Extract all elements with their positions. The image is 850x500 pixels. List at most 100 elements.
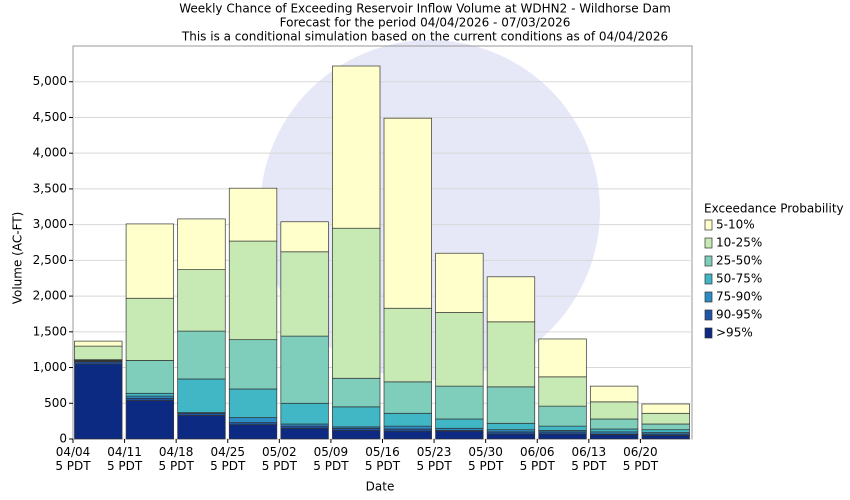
legend-title: Exceedance Probability bbox=[704, 202, 844, 216]
bar-segment bbox=[280, 335, 329, 404]
bar-segment bbox=[177, 378, 226, 413]
bar-segment bbox=[435, 252, 484, 313]
bar-segment bbox=[486, 386, 536, 424]
bar-segment bbox=[125, 297, 175, 361]
bar-segment bbox=[486, 321, 536, 388]
x-tick-label: 06/20 5 PDT bbox=[623, 445, 659, 473]
x-tick-label: 06/13 5 PDT bbox=[571, 445, 607, 473]
legend-swatch bbox=[704, 327, 713, 339]
legend-swatch bbox=[704, 219, 713, 231]
bar-segment bbox=[435, 385, 484, 420]
bar-segment bbox=[383, 381, 432, 414]
chart-note: This is a conditional simulation based o… bbox=[181, 30, 668, 44]
bar-segment bbox=[74, 340, 123, 347]
bar-segment bbox=[228, 388, 278, 418]
y-tick-label: 5,000 bbox=[33, 74, 67, 88]
y-tick-label: 500 bbox=[44, 396, 67, 410]
bar-segment bbox=[177, 330, 226, 380]
y-tick-label: 4,000 bbox=[33, 146, 67, 160]
bar-segment bbox=[74, 345, 123, 361]
bar-segment bbox=[332, 406, 381, 428]
bar-segment bbox=[177, 415, 226, 440]
bar-segment bbox=[538, 425, 587, 431]
bar-segment bbox=[383, 307, 432, 383]
bar-segment bbox=[280, 221, 329, 253]
x-tick-label: 04/18 5 PDT bbox=[159, 445, 195, 473]
bar-segment bbox=[383, 412, 432, 427]
legend-swatch bbox=[704, 255, 713, 267]
x-axis-label: Date bbox=[366, 480, 395, 494]
y-tick-label: 4,500 bbox=[33, 110, 67, 124]
legend-label: >95% bbox=[716, 326, 753, 340]
y-tick-label: 1,000 bbox=[33, 360, 67, 374]
bar-segment bbox=[641, 429, 690, 433]
bar-segment bbox=[435, 418, 484, 429]
bar-segment bbox=[177, 269, 226, 332]
legend-label: 90-95% bbox=[716, 308, 762, 322]
bar-segment bbox=[177, 218, 226, 271]
bar-segment bbox=[486, 422, 536, 431]
x-tick-label: 04/04 5 PDT bbox=[55, 445, 91, 473]
chart-title: Weekly Chance of Exceeding Reservoir Inf… bbox=[179, 2, 671, 16]
y-tick-label: 2,500 bbox=[33, 253, 67, 267]
bar-segment bbox=[641, 435, 690, 440]
bar-segment bbox=[383, 430, 432, 440]
bar-segment bbox=[589, 385, 639, 403]
y-tick-label: 2,000 bbox=[33, 289, 67, 303]
legend-swatch bbox=[704, 237, 713, 249]
bar-segment bbox=[486, 433, 536, 440]
x-tick-label: 05/16 5 PDT bbox=[365, 445, 401, 473]
bar-segment bbox=[228, 424, 278, 440]
bar-segment bbox=[280, 427, 329, 440]
x-tick-label: 05/30 5 PDT bbox=[468, 445, 504, 473]
x-tick-label: 05/23 5 PDT bbox=[416, 445, 452, 473]
bar-segment bbox=[538, 433, 587, 440]
legend-label: 50-75% bbox=[716, 272, 762, 286]
bar-segment bbox=[538, 338, 587, 378]
x-tick-label: 05/02 5 PDT bbox=[262, 445, 298, 473]
bar-segment bbox=[332, 65, 381, 229]
bar-segment bbox=[435, 430, 484, 440]
bar-segment bbox=[589, 418, 639, 430]
bar-segment bbox=[332, 377, 381, 408]
bar-segment bbox=[228, 187, 278, 242]
bar-segment bbox=[589, 401, 639, 420]
y-axis-label: Volume (AC-FT) bbox=[11, 212, 25, 305]
bar-segment bbox=[589, 434, 639, 440]
bar-segment bbox=[228, 417, 278, 423]
x-tick-label: 05/09 5 PDT bbox=[313, 445, 349, 473]
bar-segment bbox=[280, 402, 329, 425]
legend-swatch bbox=[704, 291, 713, 303]
legend-label: 5-10% bbox=[716, 218, 755, 232]
bar-segment bbox=[589, 428, 639, 433]
chart-subtitle: Forecast for the period 04/04/2026 - 07/… bbox=[280, 16, 571, 30]
y-tick-label: 0 bbox=[59, 432, 67, 446]
bar-segment bbox=[125, 400, 175, 440]
bar-segment bbox=[228, 240, 278, 341]
x-tick-label: 04/11 5 PDT bbox=[107, 445, 143, 473]
bar-segment bbox=[280, 251, 329, 337]
legend-swatch bbox=[704, 309, 713, 321]
legend-swatch bbox=[704, 273, 713, 285]
bar-segment bbox=[125, 360, 175, 394]
bar-segment bbox=[435, 312, 484, 387]
bar-segment bbox=[641, 403, 690, 414]
bar-segment bbox=[641, 423, 690, 431]
bar-segment bbox=[332, 227, 381, 379]
bar-segment bbox=[486, 276, 536, 323]
legend-label: 25-50% bbox=[716, 254, 762, 268]
bar-segment bbox=[538, 376, 587, 407]
y-tick-label: 3,000 bbox=[33, 217, 67, 231]
bar-segment bbox=[383, 425, 432, 430]
bar-segment bbox=[228, 339, 278, 390]
bar-segment bbox=[641, 412, 690, 425]
bar-segment bbox=[538, 405, 587, 427]
legend-label: 75-90% bbox=[716, 290, 762, 304]
bar-segment bbox=[125, 223, 175, 299]
bar-segment bbox=[125, 392, 175, 397]
x-tick-label: 04/25 5 PDT bbox=[210, 445, 246, 473]
y-tick-label: 1,500 bbox=[33, 324, 67, 338]
bar-segment bbox=[332, 430, 381, 440]
x-tick-label: 06/06 5 PDT bbox=[520, 445, 556, 473]
